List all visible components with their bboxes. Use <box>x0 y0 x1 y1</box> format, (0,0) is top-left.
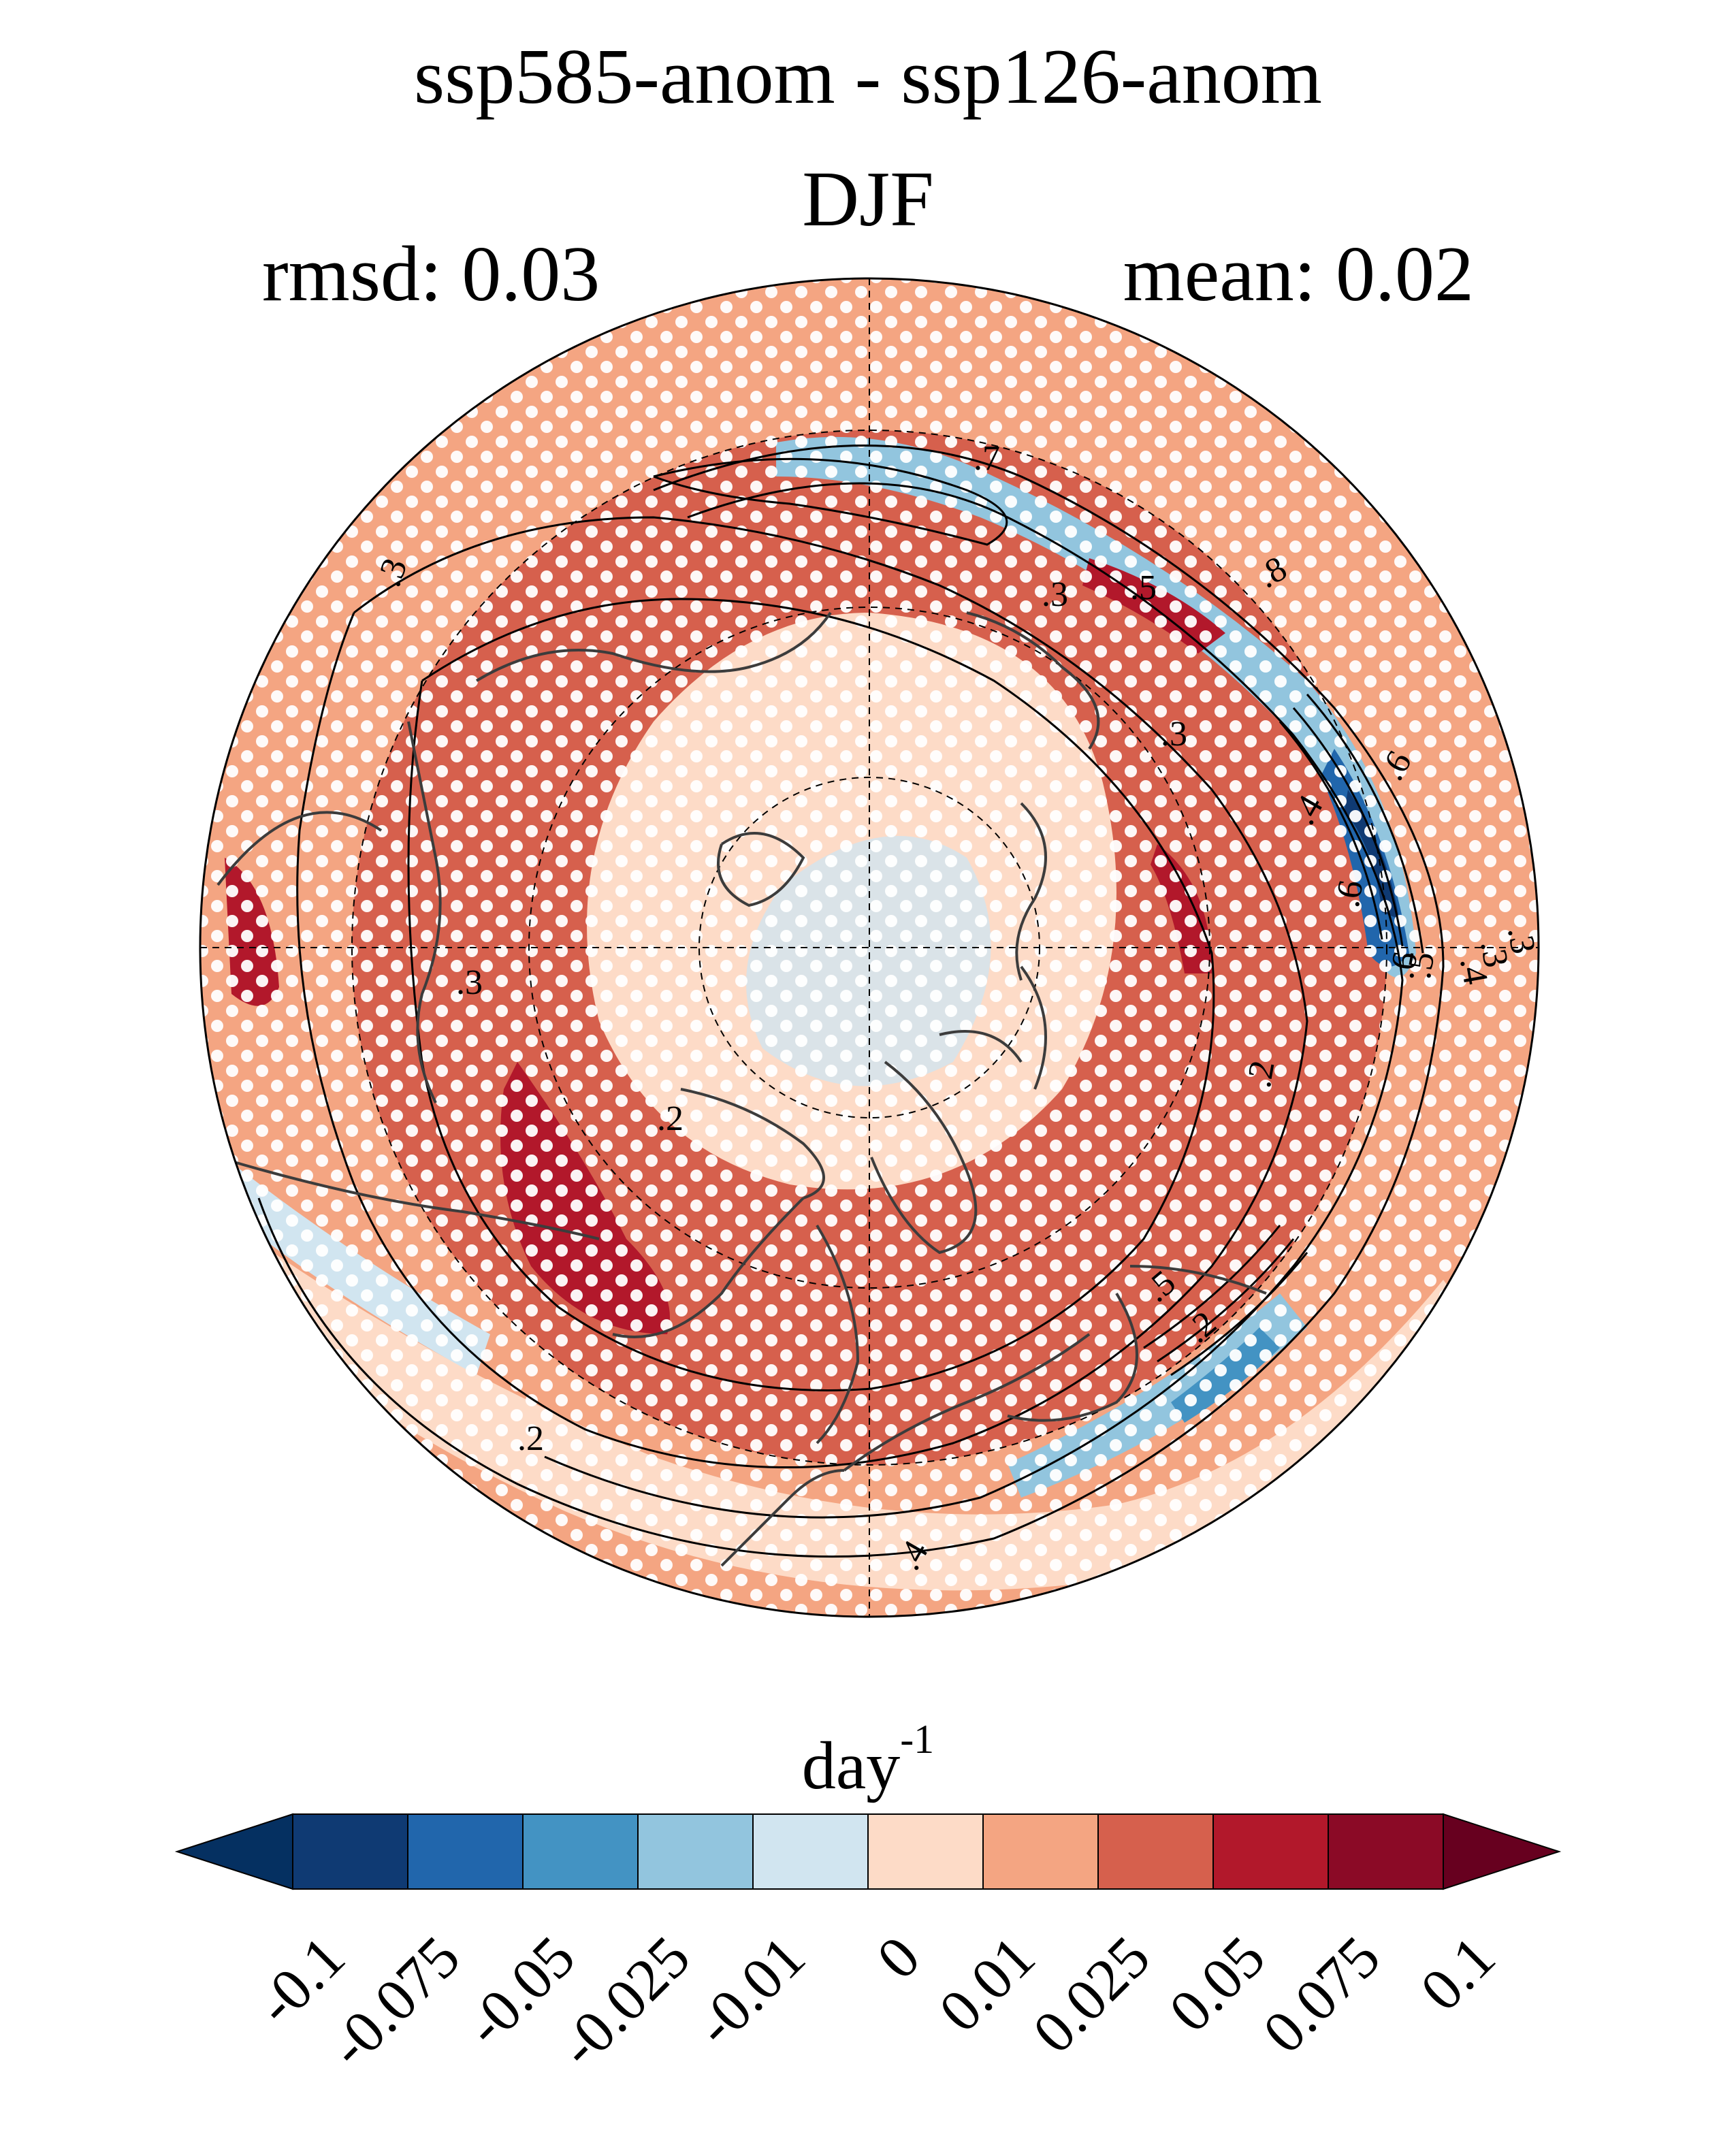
contour-label: .3 <box>1042 575 1068 614</box>
colorbar-extend-low <box>174 1813 293 1890</box>
colorbar-box <box>1328 1813 1444 1890</box>
colorbar-box <box>522 1813 639 1890</box>
colorbar-box <box>1212 1813 1329 1890</box>
colorbar-box <box>752 1813 869 1890</box>
colorbar-box <box>407 1813 524 1890</box>
contour-label: .2 <box>1240 1058 1283 1091</box>
contour-label: .6 <box>1328 877 1371 910</box>
contour-label: .2 <box>517 1419 544 1458</box>
contour-label: .3 <box>1473 937 1515 970</box>
mean-label: mean: 0.02 <box>1123 231 1474 318</box>
map-boundary <box>199 277 1540 1618</box>
rmsd-label: rmsd: 0.03 <box>262 231 600 318</box>
units-base: day <box>801 1728 901 1803</box>
polar-map: .7.3.5.8.3.6.4.6.3.3.4.5.6.2.2.3.5.2.4.3… <box>199 277 1543 1618</box>
units-exponent: -1 <box>900 1717 935 1762</box>
contour-label: .6 <box>1383 949 1426 982</box>
contour-label: .4 <box>1452 954 1495 987</box>
colorbar-box <box>292 1813 408 1890</box>
colorbar-units: day-1 <box>0 1719 1736 1800</box>
colorbar-box <box>637 1813 754 1890</box>
contour-label: .3 <box>1500 924 1543 956</box>
contour-lines <box>257 445 1445 1558</box>
colorbar-extend-high <box>1443 1813 1562 1890</box>
contour-label: .2 <box>657 1099 684 1138</box>
season-label: DJF <box>802 156 934 243</box>
colorbar-box <box>1097 1813 1214 1890</box>
coastlines <box>216 611 1267 1567</box>
contour-label: .5 <box>1130 568 1157 607</box>
map-title: ssp585-anom - ssp126-anom <box>414 33 1322 120</box>
colorbar-box <box>867 1813 984 1890</box>
map-field <box>200 278 1539 1617</box>
contour-label: .3 <box>456 963 483 1002</box>
colorbar-box <box>982 1813 1099 1890</box>
contour-label: .3 <box>1161 715 1187 754</box>
contour-label: .7 <box>974 439 1000 478</box>
contour-label: .5 <box>1400 949 1443 982</box>
